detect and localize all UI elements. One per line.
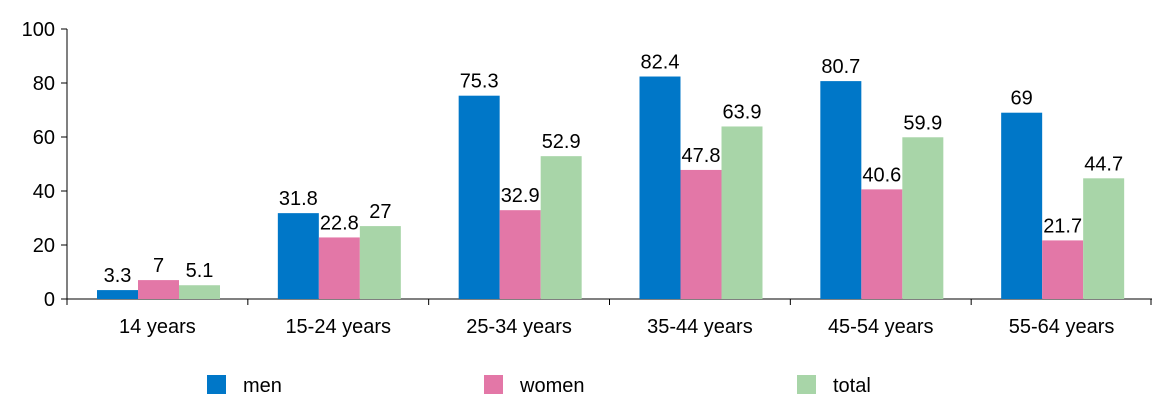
data-label-men: 80.7	[821, 56, 860, 78]
bar-total	[902, 137, 944, 299]
data-label-men: 69	[1011, 88, 1033, 110]
bar-total	[721, 126, 763, 299]
x-category-label: 14 years	[119, 316, 196, 338]
data-label-men: 3.3	[104, 265, 132, 287]
x-category-label: 45-54 years	[828, 316, 934, 338]
bar-women	[499, 210, 541, 299]
data-label-women: 22.8	[320, 212, 359, 234]
bar-total	[179, 285, 220, 299]
data-labels: 3.3 31.8 75.3 82.4 80.7 69 7 22.8 32.9 47.8 40.6 21…	[104, 52, 1124, 288]
data-label-men: 82.4	[641, 52, 680, 74]
data-label-men: 75.3	[460, 71, 499, 93]
x-category-label: 25-34 years	[466, 316, 572, 338]
bar-men	[1001, 112, 1043, 299]
bar-total	[359, 226, 401, 299]
legend-label-women: women	[519, 375, 584, 397]
data-label-total: 52.9	[542, 131, 581, 153]
bar-women	[1042, 240, 1084, 299]
bar-men	[820, 81, 862, 299]
bar-men	[277, 213, 319, 299]
data-label-men: 31.8	[279, 188, 318, 210]
legend-swatch-men	[207, 375, 226, 394]
bar-men	[97, 290, 138, 299]
bar-women	[680, 169, 722, 299]
bar-women	[138, 280, 179, 299]
legend-label-men: men	[243, 375, 282, 397]
bar-women	[861, 189, 903, 299]
data-label-women: 47.8	[682, 145, 721, 167]
legend-swatch-total	[797, 375, 816, 394]
bars	[97, 76, 1125, 300]
x-category-label: 15-24 years	[285, 316, 391, 338]
y-tick-label: 20	[33, 235, 55, 257]
data-label-women: 21.7	[1043, 215, 1082, 237]
x-category-label: 35-44 years	[647, 316, 753, 338]
y-tick-label: 40	[33, 181, 55, 203]
data-label-total: 59.9	[903, 112, 942, 134]
axes: 0 20 40 60 80 100 14 years 15-24 years 25-34 yea…	[22, 19, 1152, 338]
bar-total	[540, 156, 582, 299]
data-label-women: 40.6	[862, 164, 901, 186]
bar-men	[458, 95, 500, 299]
data-label-total: 63.9	[723, 101, 762, 123]
y-tick-label: 100	[22, 19, 55, 41]
bar-women	[318, 237, 360, 299]
data-label-total: 5.1	[186, 260, 214, 282]
bar-total	[1083, 178, 1125, 299]
x-category-label: 55-64 years	[1009, 316, 1115, 338]
data-label-women: 7	[153, 255, 164, 277]
y-tick-label: 0	[44, 289, 55, 311]
y-tick-label: 60	[33, 127, 55, 149]
y-tick-label: 80	[33, 73, 55, 95]
legend-label-total: total	[833, 375, 871, 397]
data-label-women: 32.9	[501, 185, 540, 207]
data-label-total: 27	[369, 201, 391, 223]
legend-swatch-women	[484, 375, 503, 394]
bar-men	[639, 76, 681, 300]
data-label-total: 44.7	[1084, 153, 1123, 175]
legend: men women total	[207, 375, 871, 397]
